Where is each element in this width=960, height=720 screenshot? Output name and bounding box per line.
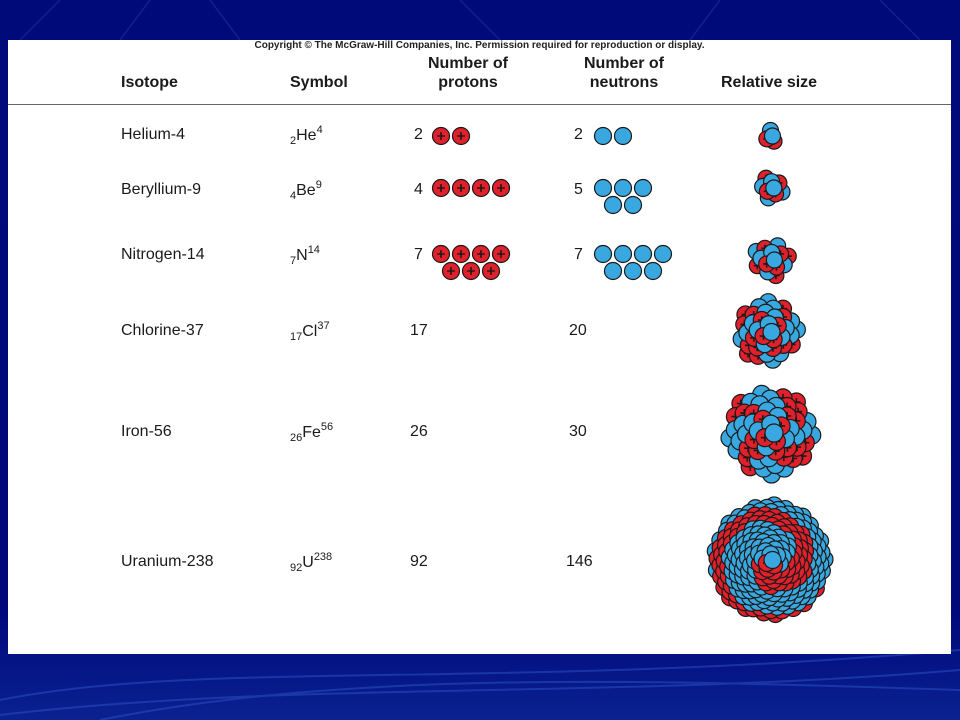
neutron-circle-icon: [613, 244, 633, 264]
proton-count: 26: [410, 423, 428, 440]
proton-plus-circle-icon: [471, 244, 491, 264]
neutron-circle-icon: [763, 127, 782, 145]
nucleus-nitrogen-14: [747, 237, 797, 285]
neutron-circle-icon: [623, 195, 643, 215]
neutron-count: 146: [566, 553, 593, 570]
neutron-circle-icon: [633, 244, 653, 264]
header-neutrons: Number of neutrons: [584, 55, 664, 91]
neutron-row-helium: [593, 126, 633, 146]
proton-plus-circle-icon: [491, 178, 511, 198]
proton-plus-circle-icon: [431, 244, 451, 264]
neutron-count: 5: [574, 181, 583, 198]
proton-row-helium: [431, 126, 471, 146]
proton-plus-circle-icon: [451, 178, 471, 198]
nucleus-uranium-238: [706, 496, 834, 624]
proton-plus-circle-icon: [431, 178, 451, 198]
neutron-circle-icon: [763, 550, 782, 570]
proton-row-beryllium: [431, 178, 511, 198]
proton-plus-circle-icon: [451, 244, 471, 264]
nucleus-helium-4: [758, 121, 783, 150]
neutron-count: 2: [574, 126, 583, 143]
nucleus-illustrations: [431, 121, 834, 624]
neutron-row-beryllium: [593, 178, 653, 215]
isotope-symbol: 92U238: [290, 551, 333, 574]
proton-count: 92: [410, 553, 428, 570]
header-protons: Number of protons: [428, 55, 508, 91]
proton-plus-circle-icon: [451, 126, 471, 146]
neutron-circle-icon: [623, 261, 643, 281]
isotope-name: Uranium-238: [121, 553, 214, 570]
proton-plus-circle-icon: [461, 261, 481, 281]
isotope-symbol: 4Be9: [290, 179, 322, 202]
proton-plus-circle-icon: [471, 178, 491, 198]
proton-plus-circle-icon: [481, 261, 501, 281]
neutron-circle-icon: [593, 244, 613, 264]
neutron-count: 7: [574, 246, 583, 263]
proton-count: 2: [414, 126, 423, 143]
proton-plus-circle-icon: [491, 244, 511, 264]
neutron-circle-icon: [653, 244, 673, 264]
neutron-circle-icon: [765, 179, 783, 197]
neutron-circle-icon: [765, 251, 784, 269]
header-symbol: Symbol: [290, 74, 348, 91]
isotope-name: Helium-4: [121, 126, 186, 143]
neutron-circle-icon: [593, 126, 613, 146]
proton-plus-circle-icon: [441, 261, 461, 281]
isotope-symbol: 26Fe56: [290, 421, 334, 444]
header-divider: [8, 104, 951, 105]
proton-count: 4: [414, 181, 423, 198]
nucleus-iron-56: [720, 384, 822, 484]
isotope-symbol: 17Cl37: [290, 320, 330, 343]
neutron-row-nitrogen: [593, 244, 673, 281]
neutron-circle-icon: [613, 178, 633, 198]
proton-plus-circle-icon: [431, 126, 451, 146]
nucleus-chlorine-37: [732, 293, 806, 369]
isotope-name: Iron-56: [121, 423, 172, 440]
neutron-circle-icon: [643, 261, 663, 281]
isotope-figure: Copyright © The McGraw-Hill Companies, I…: [8, 40, 951, 654]
neutron-circle-icon: [762, 322, 781, 342]
neutron-circle-icon: [603, 261, 623, 281]
isotope-name: Chlorine-37: [121, 322, 204, 339]
neutron-circle-icon: [633, 178, 653, 198]
isotope-symbol: 7N14: [290, 244, 320, 267]
neutron-count: 20: [569, 322, 587, 339]
header-relative-size: Relative size: [721, 74, 818, 91]
nucleus-beryllium-9: [754, 169, 791, 207]
proton-row-nitrogen: [431, 244, 511, 281]
isotope-symbol: 2He4: [290, 124, 323, 147]
copyright-notice: Copyright © The McGraw-Hill Companies, I…: [254, 40, 705, 51]
isotope-name: Nitrogen-14: [121, 246, 205, 263]
neutron-count: 30: [569, 423, 587, 440]
neutron-circle-icon: [593, 178, 613, 198]
proton-count: 17: [410, 322, 428, 339]
isotope-name: Beryllium-9: [121, 181, 202, 198]
neutron-circle-icon: [603, 195, 623, 215]
proton-count: 7: [414, 246, 423, 263]
header-isotope: Isotope: [121, 74, 178, 91]
neutron-circle-icon: [613, 126, 633, 146]
neutron-circle-icon: [764, 423, 784, 443]
